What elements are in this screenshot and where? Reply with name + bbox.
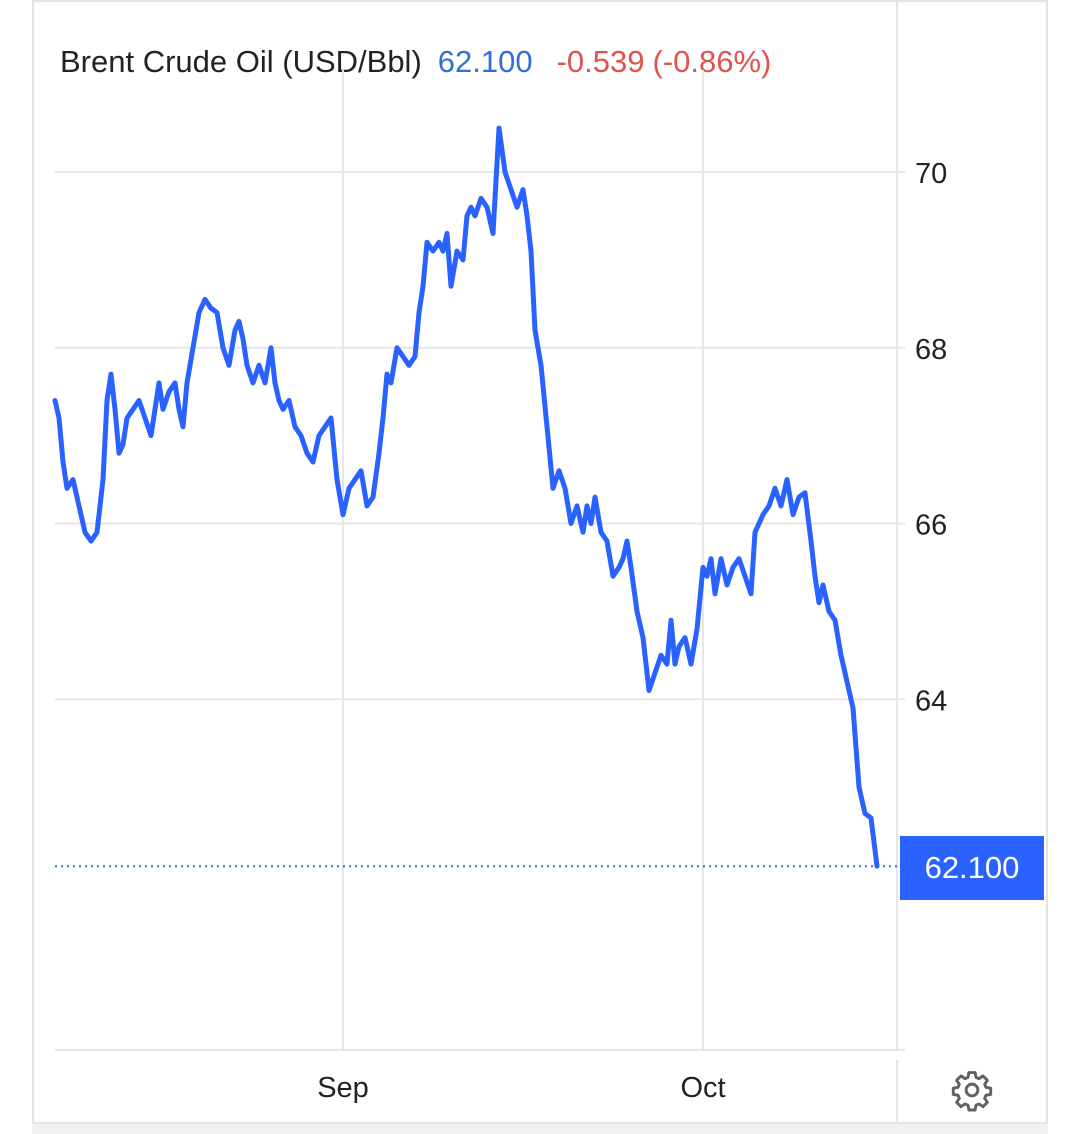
y-tick-label: 64 — [915, 685, 947, 717]
x-tick-label: Sep — [317, 1072, 369, 1104]
y-tick-label: 66 — [915, 510, 947, 542]
instrument-title: Brent Crude Oil (USD/Bbl) — [60, 44, 422, 79]
gear-icon — [951, 1071, 993, 1112]
x-tick-label: Oct — [680, 1072, 725, 1104]
price-change-percent: (-0.86%) — [652, 44, 772, 79]
last-price-badge: 62.100 — [900, 836, 1044, 900]
y-tick-label: 68 — [915, 334, 947, 366]
last-price: 62.100 — [437, 44, 533, 79]
chart-widget — [32, 0, 1048, 1124]
bottom-strip — [32, 1122, 1048, 1134]
price-series-line — [52, 125, 880, 869]
grid — [55, 70, 905, 1050]
price-change: -0.539 — [556, 44, 645, 79]
settings-button[interactable] — [950, 1068, 994, 1112]
series-layer — [52, 125, 900, 869]
axes: 64 66 68 70 Sep Oct — [55, 0, 947, 1122]
chart-header: Brent Crude Oil (USD/Bbl) 62.100 -0.539 … — [60, 44, 771, 84]
y-tick-label: 70 — [915, 158, 947, 190]
